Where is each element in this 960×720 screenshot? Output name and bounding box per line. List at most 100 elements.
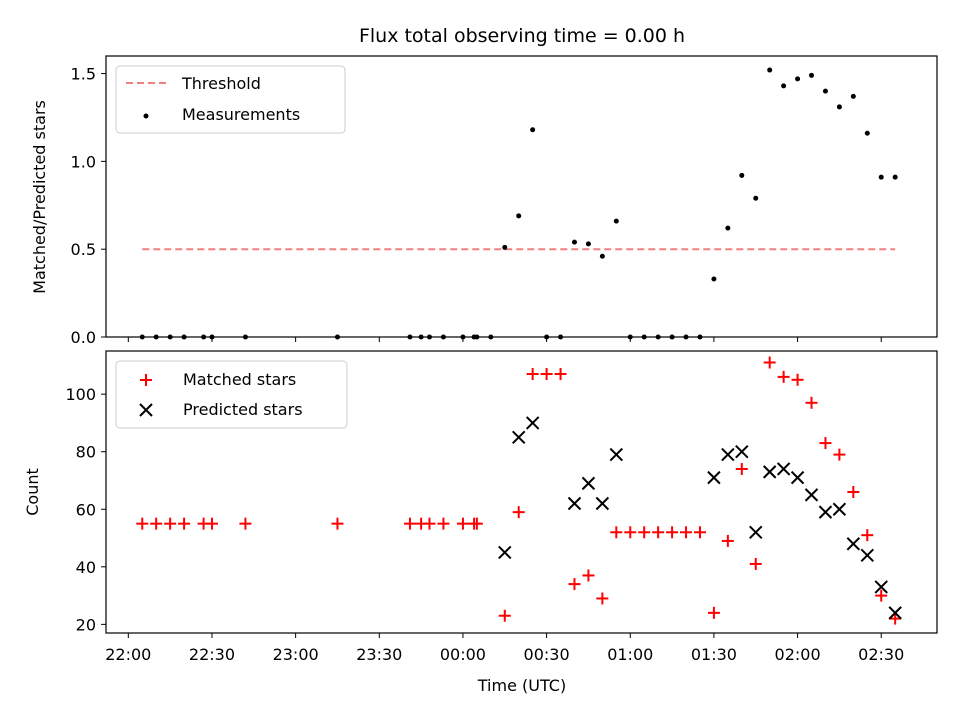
measurement-point bbox=[767, 67, 773, 73]
predicted-star-point bbox=[595, 496, 610, 511]
bottom-y-tick-label: 100 bbox=[65, 385, 96, 404]
matched-star-point bbox=[610, 526, 623, 539]
matched-star-point bbox=[638, 526, 651, 539]
matched-star-point bbox=[680, 526, 693, 539]
matched-legend-marker bbox=[140, 374, 152, 386]
measurement-point bbox=[781, 83, 787, 89]
measurements-legend-label: Measurements bbox=[182, 105, 300, 124]
x-tick-label: 00:30 bbox=[524, 645, 570, 664]
matched-star-point bbox=[624, 526, 637, 539]
x-axis-label: Time (UTC) bbox=[477, 676, 566, 695]
matched-star-point bbox=[847, 486, 860, 498]
top-axes-frame bbox=[105, 55, 938, 338]
matched-star-point bbox=[150, 517, 163, 530]
bottom-y-tick-label: 80 bbox=[76, 443, 96, 462]
predicted-star-point bbox=[707, 470, 721, 485]
measurement-point bbox=[613, 218, 619, 224]
measurement-point bbox=[585, 241, 591, 247]
bottom-legend: Matched stars Predicted stars bbox=[115, 360, 348, 429]
matched-star-point bbox=[791, 373, 804, 386]
matched-star-point bbox=[437, 517, 450, 530]
predicted-star-point bbox=[790, 470, 805, 485]
top-x-ticks bbox=[127, 337, 882, 342]
matched-star-point bbox=[833, 448, 846, 461]
measurement-point bbox=[836, 104, 842, 110]
matched-star-point bbox=[136, 517, 149, 530]
predicted-legend-label: Predicted stars bbox=[183, 400, 303, 419]
bottom-y-tick-label: 40 bbox=[76, 558, 96, 577]
matched-star-point bbox=[331, 517, 344, 530]
bottom-legend-frame bbox=[115, 360, 348, 429]
predicted-star-point bbox=[735, 445, 749, 459]
matched-star-point bbox=[666, 526, 679, 539]
measurement-point bbox=[878, 174, 884, 180]
measurement-point bbox=[822, 88, 828, 94]
matched-star-point bbox=[805, 396, 818, 409]
matched-star-point bbox=[403, 517, 416, 530]
bottom-plot-marks bbox=[136, 356, 902, 625]
matched-star-point bbox=[526, 368, 539, 381]
measurement-point bbox=[864, 130, 870, 136]
predicted-star-point bbox=[804, 488, 819, 502]
predicted-star-point bbox=[888, 606, 902, 620]
matched-star-point bbox=[582, 569, 595, 582]
bottom-axes-frame bbox=[105, 350, 938, 634]
bottom-y-tick-label: 20 bbox=[76, 615, 96, 634]
top-y-tick-label: 0.0 bbox=[71, 328, 96, 347]
x-tick-label: 22:00 bbox=[105, 645, 151, 664]
predicted-legend-swatch bbox=[139, 403, 153, 417]
measurement-point bbox=[809, 72, 815, 78]
matched-star-point bbox=[735, 462, 748, 475]
measurement-point bbox=[502, 244, 508, 250]
matched-star-point bbox=[763, 356, 776, 369]
x-tick-label: 01:00 bbox=[607, 645, 653, 664]
matched-star-point bbox=[819, 437, 832, 450]
matched-star-point bbox=[875, 589, 888, 602]
matched-star-point bbox=[721, 534, 734, 547]
top-y-axis-label: Matched/Predicted stars bbox=[30, 100, 49, 294]
x-tick-label: 22:30 bbox=[189, 645, 235, 664]
top-legend: Threshold Measurements bbox=[115, 65, 346, 134]
x-tick-label: 23:00 bbox=[273, 645, 319, 664]
predicted-star-point bbox=[874, 580, 888, 594]
predicted-star-point bbox=[749, 525, 763, 539]
top-legend-frame bbox=[115, 65, 346, 134]
top-y-tick-label: 1.5 bbox=[71, 65, 96, 84]
bottom-y-axis-label: Count bbox=[23, 468, 42, 516]
top-y-tick-label: 1.0 bbox=[71, 152, 96, 171]
matched-star-point bbox=[568, 578, 581, 591]
threshold-legend-label: Threshold bbox=[181, 74, 261, 93]
matched-star-point bbox=[205, 517, 218, 530]
matched-star-point bbox=[777, 370, 790, 383]
measurement-point bbox=[571, 239, 577, 245]
matched-star-point bbox=[498, 609, 511, 622]
predicted-star-point bbox=[721, 447, 735, 462]
predicted-star-point bbox=[776, 462, 791, 476]
measurement-point bbox=[753, 195, 759, 201]
matched-star-point bbox=[423, 517, 436, 530]
predicted-star-point bbox=[818, 505, 833, 519]
bottom-x-ticks: 22:00 22:30 23:00 23:30 00:00 00:30 01:00 01:30… bbox=[105, 633, 904, 664]
measurement-point bbox=[795, 76, 801, 82]
predicted-star-point bbox=[846, 537, 861, 551]
matched-star-point bbox=[470, 517, 483, 530]
matched-star-point bbox=[540, 368, 553, 381]
measurement-point bbox=[711, 276, 717, 282]
top-y-ticks: 0.0 0.5 1.0 1.5 bbox=[71, 65, 106, 347]
measurement-point bbox=[850, 93, 856, 99]
measurement-point bbox=[892, 174, 898, 180]
measurement-point bbox=[599, 253, 605, 259]
predicted-star-point bbox=[860, 548, 874, 563]
matched-star-point bbox=[596, 592, 609, 605]
top-y-tick-label: 0.5 bbox=[71, 240, 96, 259]
measurement-point bbox=[516, 213, 522, 219]
measurement-point bbox=[739, 172, 745, 178]
x-tick-label: 00:00 bbox=[440, 645, 486, 664]
predicted-star-point bbox=[762, 465, 777, 479]
measurement-point bbox=[725, 225, 731, 231]
matched-star-point bbox=[749, 557, 762, 570]
matched-legend-swatch bbox=[140, 374, 152, 386]
predicted-star-point bbox=[832, 502, 847, 516]
predicted-star-point bbox=[525, 416, 540, 430]
